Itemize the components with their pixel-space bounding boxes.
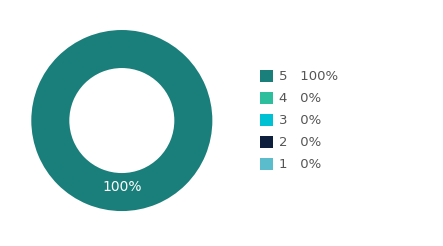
Text: 100%: 100%	[102, 180, 142, 194]
Legend: 5   100%, 4   0%, 3   0%, 2   0%, 1   0%: 5 100%, 4 0%, 3 0%, 2 0%, 1 0%	[260, 70, 338, 171]
Wedge shape	[31, 30, 212, 211]
